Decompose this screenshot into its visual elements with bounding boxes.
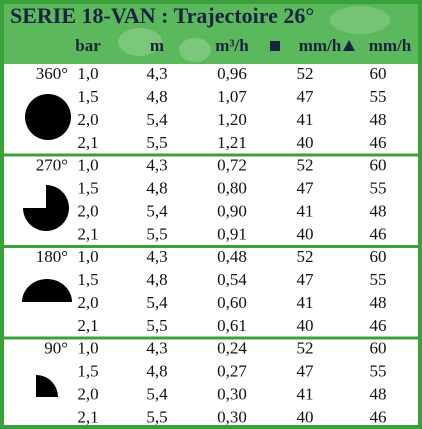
cell: 55 [370, 178, 387, 197]
cell: 0,24 [217, 338, 247, 357]
cell: 0,91 [217, 224, 247, 243]
cell: 1,0 [77, 338, 98, 357]
cell: 41 [297, 384, 314, 403]
cell: 1,21 [217, 133, 247, 152]
cell: 41 [297, 110, 314, 129]
cell: 2,1 [77, 316, 98, 335]
column-header: m³/h [215, 36, 249, 55]
title: SERIE 18-VAN : Trajectoire 26° [10, 3, 314, 28]
cell: 55 [370, 270, 387, 289]
cell: 1,20 [217, 110, 247, 129]
cell: 0,54 [217, 270, 247, 289]
cell: 47 [297, 361, 315, 380]
cell: 2,1 [77, 133, 98, 152]
cell: 5,4 [146, 293, 168, 312]
cell: 1,0 [77, 247, 98, 266]
angle-label: 270° [36, 155, 68, 174]
cell: 40 [297, 316, 314, 335]
cell: 46 [370, 316, 387, 335]
cell: 47 [297, 178, 315, 197]
cell: 5,5 [146, 133, 167, 152]
cell: 0,61 [217, 316, 247, 335]
cell: 4,3 [146, 155, 167, 174]
cell: 1,5 [77, 361, 98, 380]
cell: 52 [297, 64, 314, 83]
cell: 0,27 [217, 361, 247, 380]
column-header: mm/h [299, 36, 342, 55]
cell: 1,07 [217, 87, 247, 106]
angle-label: 180° [36, 247, 68, 266]
cell: 0,60 [217, 293, 247, 312]
cell: 1,5 [77, 87, 98, 106]
cell: 2,0 [77, 293, 98, 312]
cell: 48 [370, 201, 387, 220]
cell: 47 [297, 87, 315, 106]
angle-label: 360° [36, 64, 68, 83]
cell: 52 [297, 247, 314, 266]
cell: 55 [370, 361, 387, 380]
cell: 2,0 [77, 384, 98, 403]
drop [330, 6, 390, 34]
cell: 47 [297, 270, 315, 289]
cell: 0,80 [217, 178, 247, 197]
cell: 60 [370, 64, 387, 83]
table: SERIE 18-VAN : Trajectoire 26° bar m m³/h m… [0, 0, 422, 429]
cell: 2,1 [77, 224, 98, 243]
cell: 46 [370, 407, 387, 426]
cell: 1,0 [77, 155, 98, 174]
cell: 41 [297, 201, 314, 220]
cell: 52 [297, 155, 314, 174]
cell: 40 [297, 407, 314, 426]
cell: 60 [370, 155, 387, 174]
cell: 40 [297, 133, 314, 152]
cell: 55 [370, 87, 387, 106]
column-header: bar [75, 36, 101, 55]
cell: 48 [370, 110, 387, 129]
cell: 4,3 [146, 64, 167, 83]
cell: 4,3 [146, 338, 167, 357]
cell: 0,90 [217, 201, 247, 220]
cell: 4,8 [146, 87, 167, 106]
cell: 4,8 [146, 178, 167, 197]
cell: 5,5 [146, 407, 167, 426]
angle-label: 90° [44, 338, 68, 357]
cell: 46 [370, 133, 387, 152]
cell: 5,4 [146, 384, 168, 403]
cell: 48 [370, 293, 387, 312]
cell: 4,3 [146, 247, 167, 266]
cell: 48 [370, 384, 387, 403]
column-header: m [150, 36, 164, 55]
cell: 0,48 [217, 247, 247, 266]
cell: 1,5 [77, 270, 98, 289]
cell: 0,30 [217, 407, 247, 426]
cell: 46 [370, 224, 387, 243]
cell: 0,30 [217, 384, 247, 403]
cell: 60 [370, 247, 387, 266]
cell: 5,4 [146, 201, 168, 220]
square-icon [270, 41, 280, 51]
cell: 1,5 [77, 178, 98, 197]
cell: 5,5 [146, 316, 167, 335]
cell: 41 [297, 293, 314, 312]
cell: 2,0 [77, 201, 98, 220]
column-header: mm/h [369, 36, 412, 55]
cell: 52 [297, 338, 314, 357]
icon-360 [25, 94, 71, 140]
cell: 40 [297, 224, 314, 243]
cell: 0,72 [217, 155, 247, 174]
cell: 5,4 [146, 110, 168, 129]
cell: 60 [370, 338, 387, 357]
cell: 2,1 [77, 407, 98, 426]
cell: 1,0 [77, 64, 98, 83]
cell: 4,8 [146, 270, 167, 289]
cell: 0,96 [217, 64, 247, 83]
cell: 5,5 [146, 224, 167, 243]
drop [179, 38, 211, 62]
cell: 4,8 [146, 361, 167, 380]
cell: 2,0 [77, 110, 98, 129]
